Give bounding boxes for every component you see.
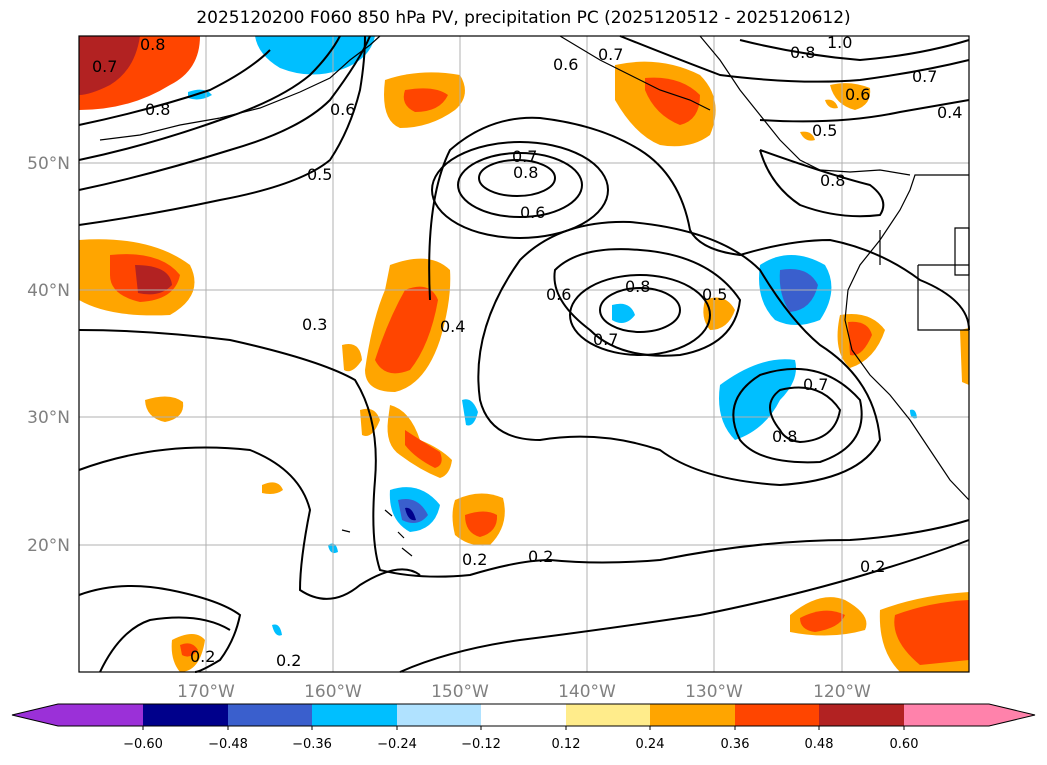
- contour-label: 0.8: [625, 277, 650, 296]
- contour-label: 0.8: [820, 171, 845, 190]
- colorbar-segment: [904, 704, 989, 726]
- colorbar-segment: [143, 704, 228, 726]
- colorbar-tick-label: 0.48: [805, 737, 834, 752]
- lon-label: 170°W: [177, 682, 235, 702]
- colorbar-extend-high: [989, 704, 1035, 726]
- colorbar-segment: [735, 704, 819, 726]
- contour-label: 0.7: [512, 147, 537, 166]
- colorbar-tick-label: −0.12: [461, 737, 501, 752]
- colorbar-segment: [312, 704, 397, 726]
- pv-contours: [78, 35, 970, 673]
- lat-label: 40°N: [27, 281, 70, 301]
- colorbar-segment: [228, 704, 312, 726]
- lon-label: 150°W: [431, 682, 489, 702]
- contour-label: 0.7: [593, 330, 618, 349]
- contour-label: 0.8: [145, 100, 170, 119]
- contour-label: 1.0: [827, 33, 852, 52]
- contour-label: 0.6: [330, 100, 355, 119]
- map-title: 2025120200 F060 850 hPa PV, precipitatio…: [196, 8, 851, 28]
- contour-label: 0.7: [803, 375, 828, 394]
- lon-label: 130°W: [685, 682, 743, 702]
- colorbar-tick-label: −0.48: [208, 737, 248, 752]
- longitude-labels: 170°W 160°W 150°W 140°W 130°W 120°W: [177, 682, 871, 702]
- contour-label: 0.5: [812, 121, 837, 140]
- colorbar: −0.60 −0.48 −0.36 −0.24 −0.12 0.12 0.24 …: [11, 703, 1036, 752]
- contour-label: 0.6: [520, 203, 545, 222]
- contour-label: 0.3: [302, 315, 327, 334]
- latitude-labels: 50°N 40°N 30°N 20°N: [27, 154, 70, 556]
- lat-label: 30°N: [27, 408, 70, 428]
- colorbar-segment: [481, 704, 566, 726]
- contour-label: 0.6: [553, 55, 578, 74]
- contour-label: 0.2: [462, 550, 487, 569]
- contour-labels: 0.7 0.8 0.8 0.6 0.7 1.0 0.7 0.6 0.4 0.5 …: [92, 33, 962, 670]
- colorbar-extend-low: [12, 704, 58, 726]
- contour-label: 0.8: [790, 43, 815, 62]
- contour-label: 0.8: [772, 427, 797, 446]
- contour-label: 0.7: [92, 57, 117, 76]
- contour-label: 0.2: [190, 647, 215, 666]
- contour-label: 0.5: [307, 165, 332, 184]
- contour-label: 0.5: [702, 285, 727, 304]
- map-frame: [78, 35, 970, 673]
- contour-label: 0.6: [546, 285, 571, 304]
- contour-label: 0.7: [598, 45, 623, 64]
- contour-label: 0.2: [528, 547, 553, 566]
- colorbar-tick-label: 0.12: [552, 737, 581, 752]
- lat-label: 50°N: [27, 154, 70, 174]
- lon-label: 160°W: [304, 682, 362, 702]
- colorbar-tick-label: −0.24: [377, 737, 417, 752]
- coastlines: [99, 35, 970, 557]
- contour-label: 0.4: [440, 317, 465, 336]
- negative-precip-shading: [188, 36, 917, 636]
- lat-label: 20°N: [27, 536, 70, 556]
- colorbar-segment: [819, 704, 904, 726]
- colorbar-segment: [650, 704, 735, 726]
- contour-label: 0.4: [937, 103, 962, 122]
- contour-label: 0.8: [513, 163, 538, 182]
- colorbar-segment: [566, 704, 650, 726]
- colorbar-tick-label: 0.24: [636, 737, 665, 752]
- colorbar-tick-label: 0.60: [890, 737, 919, 752]
- contour-label: 0.6: [845, 85, 870, 104]
- contour-label: 0.2: [860, 557, 885, 576]
- colorbar-tick-label: −0.60: [123, 737, 163, 752]
- colorbar-segment: [58, 704, 143, 726]
- lon-label: 120°W: [813, 682, 871, 702]
- contour-label: 0.7: [912, 67, 937, 86]
- lon-label: 140°W: [558, 682, 616, 702]
- contour-label: 0.2: [276, 651, 301, 670]
- colorbar-tick-label: 0.36: [721, 737, 750, 752]
- colorbar-segment: [397, 704, 481, 726]
- contour-label: 0.8: [140, 35, 165, 54]
- colorbar-tick-label: −0.36: [292, 737, 332, 752]
